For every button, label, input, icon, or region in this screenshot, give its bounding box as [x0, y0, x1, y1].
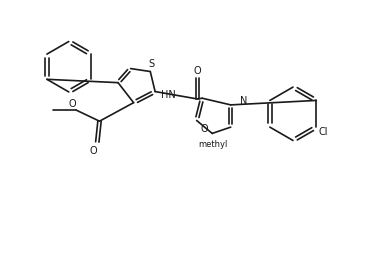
Text: O: O: [69, 99, 76, 109]
Text: O: O: [90, 146, 98, 156]
Text: O: O: [200, 123, 208, 134]
Text: O: O: [194, 66, 201, 76]
Text: HN: HN: [161, 90, 176, 100]
Text: S: S: [148, 59, 154, 69]
Text: methyl: methyl: [198, 140, 228, 149]
Text: Cl: Cl: [318, 127, 328, 136]
Text: N: N: [240, 96, 248, 106]
